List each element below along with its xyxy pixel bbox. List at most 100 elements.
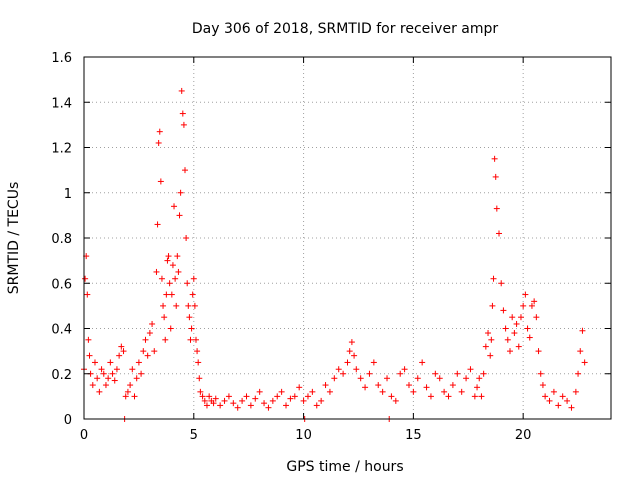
data-point xyxy=(388,393,395,400)
data-point xyxy=(340,370,347,377)
data-point xyxy=(392,397,399,404)
data-point xyxy=(138,370,145,377)
data-point xyxy=(506,348,513,355)
data-point xyxy=(490,275,497,282)
data-point xyxy=(179,110,186,117)
data-point xyxy=(520,302,527,309)
data-point xyxy=(187,336,194,343)
data-point xyxy=(252,395,259,402)
data-point xyxy=(116,352,123,359)
data-point xyxy=(517,314,524,321)
data-point xyxy=(120,348,127,355)
data-point xyxy=(164,257,171,264)
data-point xyxy=(405,382,412,389)
y-tick-label: 0.2 xyxy=(51,368,72,383)
data-point xyxy=(154,221,161,228)
data-point xyxy=(423,384,430,391)
data-point xyxy=(322,382,329,389)
data-point xyxy=(94,375,101,382)
data-point xyxy=(188,325,195,332)
data-point xyxy=(283,402,290,409)
data-point xyxy=(384,375,391,382)
data-point xyxy=(151,348,158,355)
data-point xyxy=(379,388,386,395)
data-point xyxy=(230,400,237,407)
data-point xyxy=(102,382,109,389)
data-point xyxy=(133,375,140,382)
data-point xyxy=(158,275,165,282)
data-point xyxy=(375,382,382,389)
y-tick-labels: 0 0.2 0.4 0.6 0.8 1 1.2 1.4 1.6 xyxy=(51,51,72,428)
data-point xyxy=(261,400,268,407)
data-point xyxy=(212,395,219,402)
data-point xyxy=(107,359,114,366)
data-point xyxy=(197,388,204,395)
data-point xyxy=(441,388,448,395)
data-point xyxy=(542,393,549,400)
data-point xyxy=(186,314,193,321)
data-point xyxy=(515,343,522,350)
data-point xyxy=(247,402,254,409)
y-tick-label: 1.4 xyxy=(51,96,72,111)
data-point xyxy=(86,352,93,359)
data-points xyxy=(81,87,588,422)
data-point xyxy=(89,382,96,389)
data-point xyxy=(436,375,443,382)
x-tick-label: 5 xyxy=(190,428,198,443)
data-point xyxy=(492,173,499,180)
data-point xyxy=(535,348,542,355)
data-point xyxy=(577,348,584,355)
data-point xyxy=(278,388,285,395)
data-point xyxy=(550,388,557,395)
data-point xyxy=(274,393,281,400)
data-point xyxy=(489,302,496,309)
data-point xyxy=(105,375,112,382)
data-point xyxy=(153,268,160,275)
data-point xyxy=(156,128,163,135)
data-point xyxy=(177,189,184,196)
data-point xyxy=(491,155,498,162)
data-point xyxy=(346,348,353,355)
data-point xyxy=(191,302,198,309)
data-point xyxy=(173,302,180,309)
data-point xyxy=(199,393,206,400)
data-point xyxy=(184,280,191,287)
data-point xyxy=(471,393,478,400)
data-point xyxy=(165,253,172,260)
data-point xyxy=(217,402,224,409)
axis-ticks xyxy=(83,56,611,420)
data-point xyxy=(331,375,338,382)
data-point xyxy=(463,375,470,382)
data-point xyxy=(357,375,364,382)
data-point xyxy=(124,388,131,395)
x-tick-label: 15 xyxy=(405,428,422,443)
data-point xyxy=(201,397,208,404)
data-point xyxy=(196,375,203,382)
data-point xyxy=(142,336,149,343)
data-point xyxy=(478,393,485,400)
data-point xyxy=(579,327,586,334)
data-point xyxy=(533,314,540,321)
data-point xyxy=(555,402,562,409)
data-point xyxy=(454,370,461,377)
data-point xyxy=(190,275,197,282)
data-point xyxy=(528,302,535,309)
data-point xyxy=(221,397,228,404)
data-point xyxy=(410,388,417,395)
data-point xyxy=(162,336,169,343)
data-point xyxy=(488,336,495,343)
y-tick-label: 1.2 xyxy=(51,142,72,157)
data-point xyxy=(239,397,246,404)
y-tick-label: 0.8 xyxy=(51,232,72,247)
data-point xyxy=(131,393,138,400)
x-tick-label: 0 xyxy=(80,428,88,443)
data-point xyxy=(195,359,202,366)
data-point xyxy=(401,366,408,373)
data-point xyxy=(362,384,369,391)
y-tick-label: 0 xyxy=(64,413,72,428)
data-point xyxy=(309,388,316,395)
data-point xyxy=(414,375,421,382)
data-point xyxy=(206,393,213,400)
